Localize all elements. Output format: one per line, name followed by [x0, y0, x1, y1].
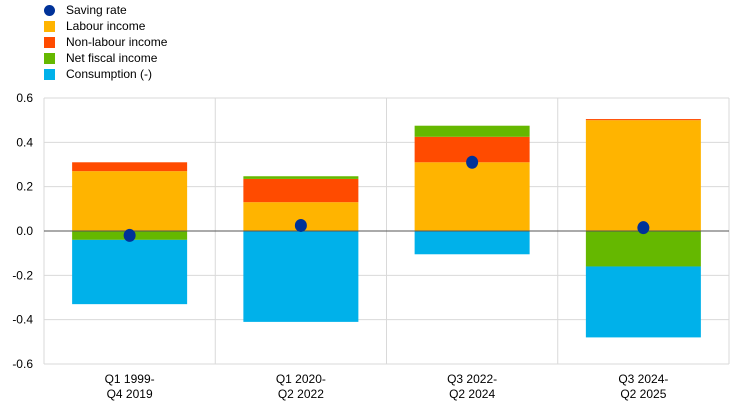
y-tick-label: -0.6	[12, 357, 33, 371]
bar-consumption-	[585, 266, 701, 338]
saving-rate-dot	[637, 221, 650, 235]
bar-net-fiscal-income	[243, 176, 359, 179]
legend-item-non-labour-income: Non-labour income	[44, 34, 167, 50]
legend-label: Non-labour income	[66, 35, 168, 49]
bar-consumption-	[243, 231, 359, 322]
y-tick-label: 0.4	[16, 135, 33, 149]
legend-label: Labour income	[66, 19, 146, 33]
legend-swatch-icon	[44, 20, 55, 32]
x-tick-label: Q2 2022	[278, 387, 324, 401]
bar-labour-income	[585, 120, 701, 231]
y-tick-label: 0.2	[16, 180, 33, 194]
bar-net-fiscal-income	[414, 125, 530, 137]
bar-consumption-	[72, 239, 188, 305]
y-tick-label: -0.2	[12, 268, 33, 282]
legend-item-consumption: Consumption (-)	[44, 66, 167, 82]
legend-item-labour-income: Labour income	[44, 18, 167, 34]
legend-label: Saving rate	[66, 3, 127, 17]
legend-label: Consumption (-)	[66, 67, 153, 81]
legend-item-net-fiscal-income: Net fiscal income	[44, 50, 167, 66]
x-tick-label: Q1 2020-	[276, 372, 326, 386]
bar-labour-income	[414, 162, 530, 231]
bar-non-labour-income	[585, 119, 701, 121]
y-tick-label: 0.6	[16, 91, 33, 105]
x-tick-label: Q1 1999-	[105, 372, 155, 386]
legend-dot-icon	[44, 4, 55, 16]
x-tick-label: Q4 2019	[107, 387, 153, 401]
y-tick-label: 0.0	[16, 224, 33, 238]
bar-non-labour-income	[72, 162, 188, 172]
bar-labour-income	[72, 171, 188, 231]
x-tick-label: Q3 2024-	[618, 372, 668, 386]
legend-swatch-icon	[44, 68, 55, 80]
y-tick-label: -0.4	[12, 313, 33, 327]
bar-net-fiscal-income	[585, 231, 701, 267]
bar-non-labour-income	[243, 178, 359, 203]
saving-rate-dot	[294, 218, 307, 232]
legend-swatch-icon	[44, 52, 55, 64]
legend-item-saving-rate: Saving rate	[44, 2, 167, 18]
x-tick-label: Q2 2025	[620, 387, 666, 401]
legend-label: Net fiscal income	[66, 51, 158, 65]
legend: Saving rate Labour income Non-labour inc…	[44, 2, 167, 82]
x-tick-label: Q2 2024	[449, 387, 495, 401]
bar-consumption-	[414, 231, 530, 255]
saving-rate-dot	[466, 155, 479, 169]
saving-rate-dot	[123, 228, 136, 242]
x-tick-label: Q3 2022-	[447, 372, 497, 386]
legend-swatch-icon	[44, 36, 55, 48]
